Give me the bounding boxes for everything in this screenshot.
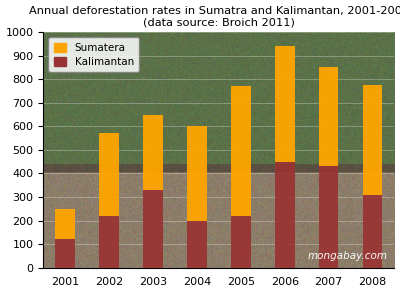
Bar: [55, 239, 75, 268]
Bar: [363, 85, 382, 195]
Bar: [275, 162, 294, 268]
Bar: [143, 190, 163, 268]
Bar: [187, 221, 207, 268]
Bar: [99, 133, 119, 216]
Bar: [55, 209, 75, 239]
Text: mongabay.com: mongabay.com: [308, 251, 388, 261]
Bar: [143, 115, 163, 190]
Bar: [99, 216, 119, 268]
Bar: [231, 86, 251, 216]
Bar: [187, 126, 207, 221]
Bar: [319, 166, 338, 268]
Title: Annual deforestation rates in Sumatra and Kalimantan, 2001-2008
(data source: Br: Annual deforestation rates in Sumatra an…: [29, 6, 400, 27]
Legend: Sumatera, Kalimantan: Sumatera, Kalimantan: [48, 37, 139, 72]
Bar: [231, 216, 251, 268]
Bar: [319, 67, 338, 166]
Bar: [363, 195, 382, 268]
Bar: [275, 46, 294, 162]
